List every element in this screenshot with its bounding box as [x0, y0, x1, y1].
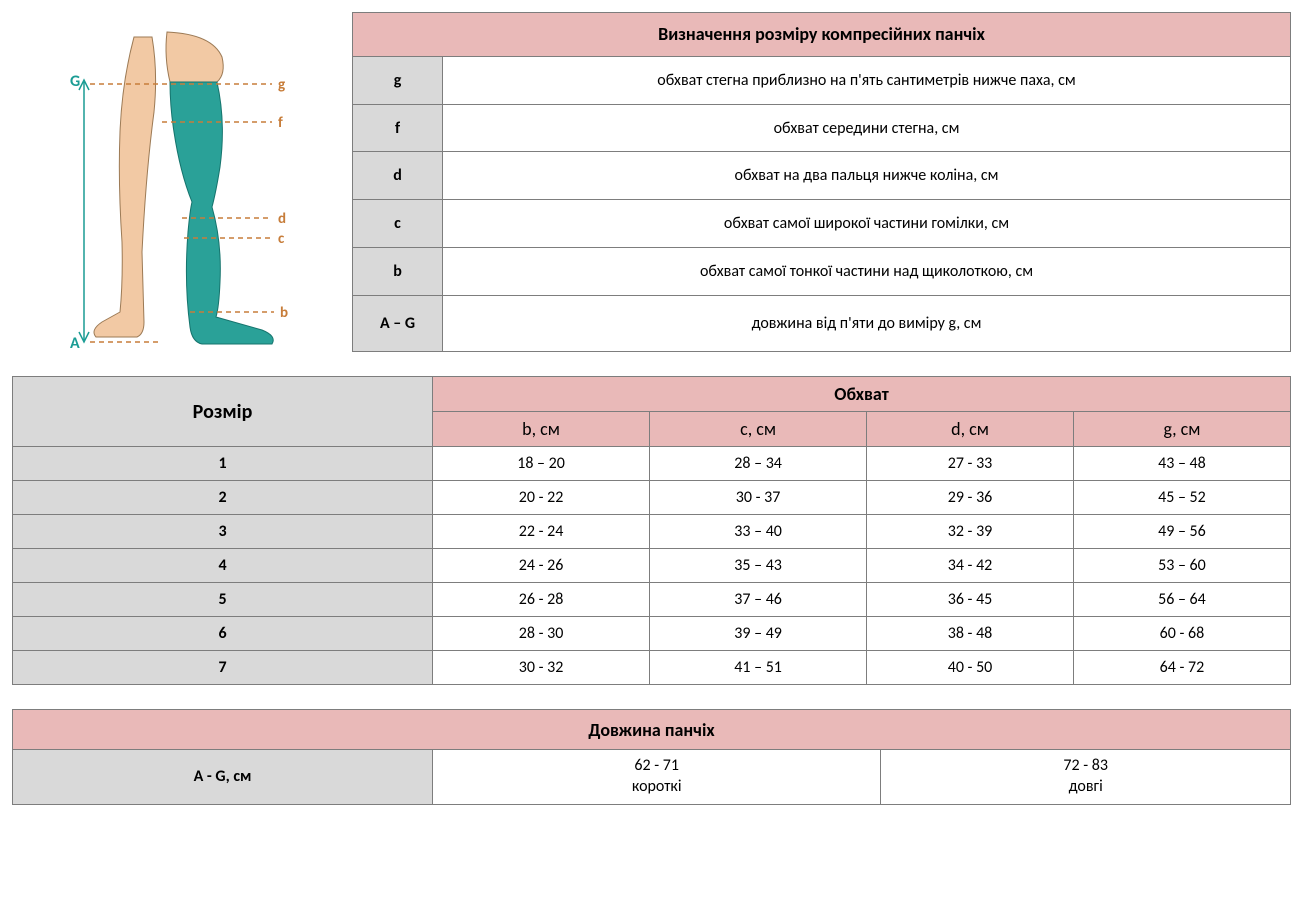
size-cell: 37 – 46 [650, 583, 867, 617]
def-desc: обхват середини стегна, см [443, 104, 1291, 152]
definitions-table: Визначення розміру компресійних панчіх g… [352, 12, 1291, 352]
size-cell: 49 – 56 [1073, 515, 1290, 549]
diagram-label-d: d [278, 210, 286, 228]
size-row-label: 5 [13, 583, 433, 617]
size-cell: 30 - 32 [433, 651, 650, 685]
size-cell: 41 – 51 [650, 651, 867, 685]
size-row-label: 4 [13, 549, 433, 583]
size-cell: 34 - 42 [867, 549, 1074, 583]
size-cell: 38 - 48 [867, 617, 1074, 651]
length-long: 72 - 83 довгі [881, 750, 1291, 805]
diagram-label-g: g [278, 76, 285, 94]
diagram-label-G: G [70, 72, 80, 91]
size-row-label: 3 [13, 515, 433, 549]
def-code: d [353, 152, 443, 200]
size-col-header: g, см [1073, 412, 1290, 447]
size-cell: 35 – 43 [650, 549, 867, 583]
size-cell: 18 – 20 [433, 447, 650, 481]
diagram-label-b: b [280, 304, 288, 322]
size-cell: 45 – 52 [1073, 481, 1290, 515]
diagram-label-c: c [278, 230, 285, 248]
def-code: f [353, 104, 443, 152]
def-table-title: Визначення розміру компресійних панчіх [353, 13, 1291, 57]
def-code: b [353, 248, 443, 296]
size-cell: 24 - 26 [433, 549, 650, 583]
def-code: c [353, 200, 443, 248]
size-cell: 43 – 48 [1073, 447, 1290, 481]
length-short-range: 62 - 71 [437, 756, 876, 777]
size-row-label: 7 [13, 651, 433, 685]
size-cell: 60 - 68 [1073, 617, 1290, 651]
size-row-label: 2 [13, 481, 433, 515]
size-header: Розмір [13, 377, 433, 447]
diagram-label-A: A [70, 334, 80, 352]
size-cell: 53 – 60 [1073, 549, 1290, 583]
size-cell: 32 - 39 [867, 515, 1074, 549]
size-cell: 28 – 34 [650, 447, 867, 481]
length-long-label: довгі [885, 777, 1286, 798]
length-short: 62 - 71 короткі [433, 750, 881, 805]
size-cell: 64 - 72 [1073, 651, 1290, 685]
length-short-label: короткі [437, 777, 876, 798]
diagram-label-f: f [278, 114, 283, 132]
size-cell: 26 - 28 [433, 583, 650, 617]
size-row-label: 1 [13, 447, 433, 481]
size-cell: 30 - 37 [650, 481, 867, 515]
size-col-header: c, см [650, 412, 867, 447]
size-cell: 27 - 33 [867, 447, 1074, 481]
length-label: A - G, см [13, 750, 433, 805]
size-col-header: b, см [433, 412, 650, 447]
size-row-label: 6 [13, 617, 433, 651]
girth-header: Обхват [433, 377, 1291, 412]
def-code: A – G [353, 296, 443, 352]
def-desc: обхват стегна приблизно на п'ять сантиме… [443, 56, 1291, 104]
def-desc: обхват самої тонкої частини над щиколотк… [443, 248, 1291, 296]
size-cell: 22 - 24 [433, 515, 650, 549]
def-desc: довжина від п'яти до виміру g, см [443, 296, 1291, 352]
length-title: Довжина панчіх [13, 710, 1291, 750]
size-cell: 29 - 36 [867, 481, 1074, 515]
length-long-range: 72 - 83 [885, 756, 1286, 777]
size-cell: 40 - 50 [867, 651, 1074, 685]
def-desc: обхват самої широкої частини гомілки, см [443, 200, 1291, 248]
size-cell: 20 - 22 [433, 481, 650, 515]
size-table: Розмір Обхват b, смc, смd, смg, см 118 –… [12, 376, 1291, 685]
size-cell: 56 – 64 [1073, 583, 1290, 617]
size-cell: 28 - 30 [433, 617, 650, 651]
size-cell: 39 – 49 [650, 617, 867, 651]
def-code: g [353, 56, 443, 104]
def-desc: обхват на два пальця нижче коліна, см [443, 152, 1291, 200]
size-cell: 33 – 40 [650, 515, 867, 549]
size-col-header: d, см [867, 412, 1074, 447]
length-table: Довжина панчіх A - G, см 62 - 71 короткі… [12, 709, 1291, 805]
leg-diagram: G A g f d c b [12, 12, 332, 352]
size-cell: 36 - 45 [867, 583, 1074, 617]
